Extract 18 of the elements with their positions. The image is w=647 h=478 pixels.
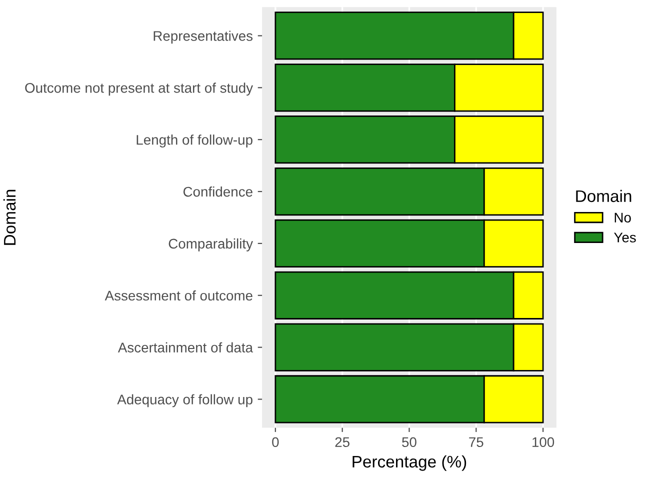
y-tick-label: Assessment of outcome [104,290,252,301]
legend-title: Domain [576,190,632,202]
legend-label: Yes [614,232,636,242]
x-tick-label: 0 [272,437,279,448]
y-tick-label: Ascertainment of data [118,342,254,352]
x-tick-label: 100 [532,437,554,448]
y-tick-label: Adequacy of follow up [117,394,252,408]
x-tick-label: 75 [469,437,484,448]
y-tick-label: Comparability [168,238,253,252]
x-tick-label: 25 [335,437,350,448]
y-tick-label: Confidence [183,186,252,197]
y-axis-title: Domain [3,190,16,245]
legend-label: No [614,212,631,223]
y-tick-label: Representatives [154,30,253,44]
x-axis-title: Percentage (%) [352,455,466,471]
x-tick-label: 50 [402,437,416,448]
y-tick-label: Outcome not present at start of study [25,82,253,96]
y-tick-label: Length of follow-up [136,134,252,148]
